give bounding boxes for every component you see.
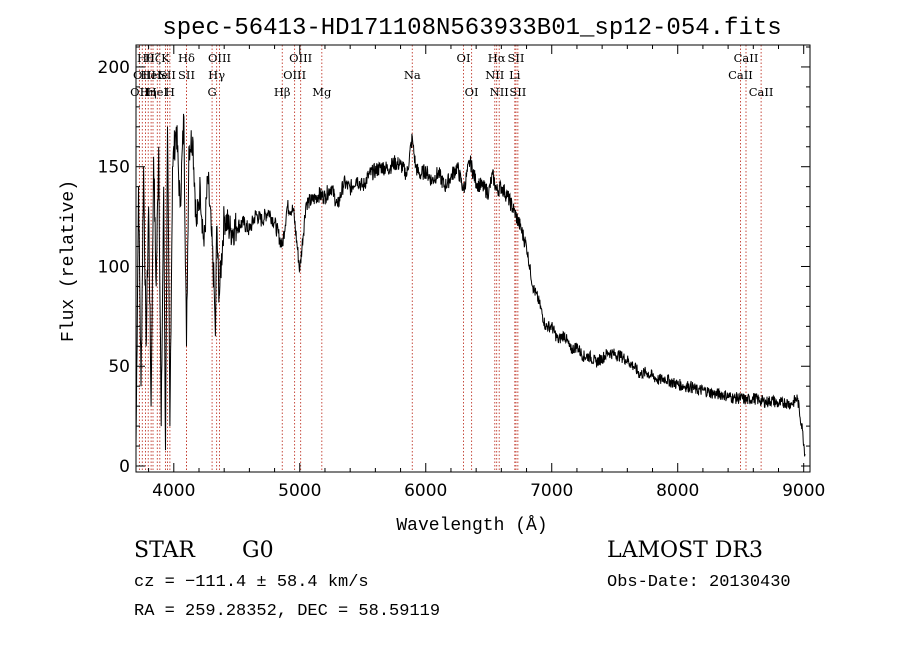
plot-frame [135, 44, 811, 473]
y-tick-label-0: 0 [119, 457, 130, 477]
marker-label-11: Hδ [178, 51, 195, 65]
marker-label-24: Hα [488, 51, 506, 65]
observation-date: Obs-Date: 20130430 [607, 573, 791, 592]
x-tick-label-7000: 7000 [530, 481, 573, 501]
y-tick-label-100: 100 [98, 257, 130, 277]
x-tick-label-6000: 6000 [404, 481, 447, 501]
marker-label-21: OI [457, 51, 471, 65]
marker-label-28: SII [509, 85, 526, 99]
chart-title: spec-56413-HD171108N563933B01_sp12-054.f… [162, 15, 781, 42]
marker-label-29: CaII [728, 68, 753, 82]
sky-coordinates: RA = 259.28352, DEC = 58.59119 [134, 602, 441, 621]
marker-label-17: OIII [283, 68, 306, 82]
marker-label-26: Li [509, 68, 521, 82]
redshift-velocity: cz = −111.4 ± 58.4 km/s [134, 573, 369, 592]
y-tick-label-150: 150 [98, 158, 130, 178]
y-tick-label-50: 50 [108, 357, 130, 377]
marker-label-14: Hγ [208, 68, 225, 82]
marker-label-23: NII [485, 68, 504, 82]
x-tick-label-8000: 8000 [656, 481, 699, 501]
marker-label-10: H [165, 85, 175, 99]
marker-label-20: Na [404, 68, 421, 82]
marker-label-7: He [151, 68, 168, 82]
marker-label-16: Hβ [274, 85, 291, 99]
y-axis-label: Flux (relative) [59, 180, 79, 342]
marker-label-0: OII [130, 85, 149, 99]
marker-label-15: OIII [208, 51, 231, 65]
marker-label-27: SII [507, 51, 524, 65]
marker-label-1: OII [133, 68, 152, 82]
marker-label-8: K [161, 51, 170, 65]
object-class: STAR [134, 538, 195, 563]
marker-label-12: SII [178, 68, 195, 82]
marker-label-19: Mg [312, 85, 332, 99]
survey-name: LAMOST DR3 [607, 538, 763, 563]
x-tick-label-9000: 9000 [782, 481, 825, 501]
emission-line-labels: OIIOIIHθHηHeIHζHeIHeKSIIHHδSIIGHγOIIIHβO… [130, 51, 773, 99]
object-subclass: G0 [242, 538, 274, 563]
x-axis-label: Wavelength (Å) [396, 515, 547, 536]
marker-label-13: G [207, 85, 216, 99]
marker-label-9: SII [159, 68, 176, 82]
x-tick-label-5000: 5000 [278, 481, 321, 501]
marker-label-6: HeI [147, 85, 168, 99]
marker-label-3: Hη [140, 85, 157, 99]
marker-label-2: Hθ [137, 51, 154, 65]
marker-label-30: CaII [734, 51, 759, 65]
marker-label-25: NII [490, 85, 509, 99]
spectrum-series [135, 113, 806, 457]
marker-label-31: CaII [749, 85, 774, 99]
marker-label-5: Hζ [145, 51, 161, 65]
plot-axes [135, 44, 811, 473]
axis-ticks: 4000 5000 6000 7000 8000 9000 0 50 100 150 200 [98, 45, 825, 501]
marker-label-18: OIII [289, 51, 312, 65]
marker-label-22: OI [465, 85, 479, 99]
spectrum-line [135, 113, 806, 457]
emission-line-markers [138, 45, 762, 472]
y-tick-label-200: 200 [98, 58, 130, 78]
x-tick-label-4000: 4000 [152, 481, 195, 501]
marker-label-4: HeI [140, 68, 161, 82]
